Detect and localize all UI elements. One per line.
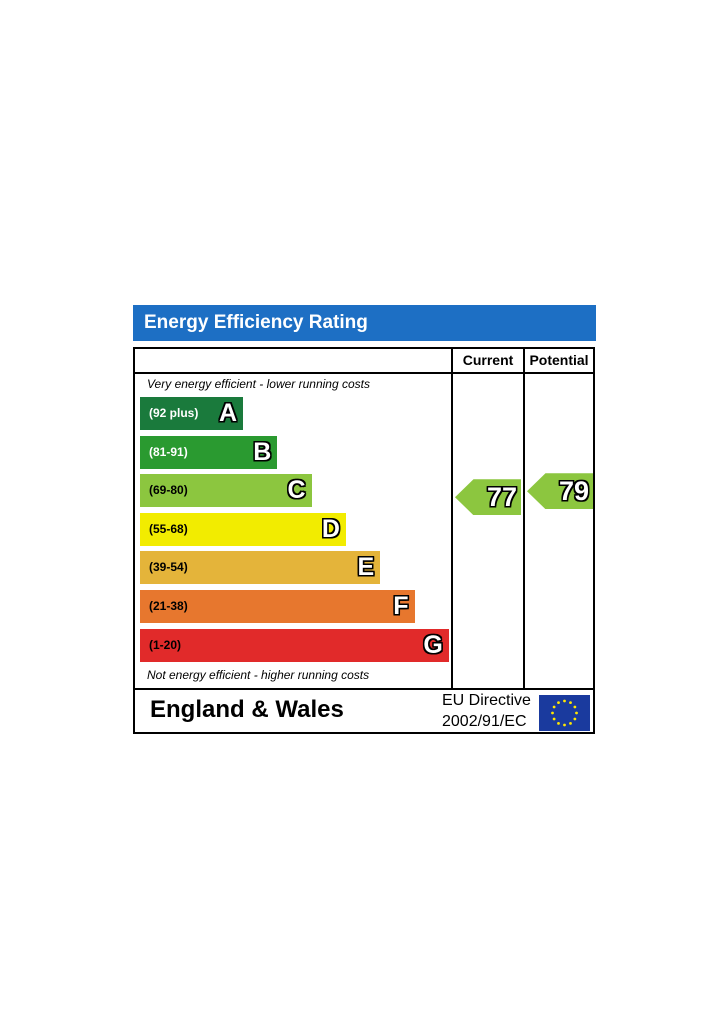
band-letter: E bbox=[357, 553, 375, 582]
band-e: (39-54) E bbox=[140, 551, 381, 585]
band-range-label: (55-68) bbox=[149, 521, 188, 536]
band-letter: D bbox=[321, 514, 340, 543]
band-range-label: (81-91) bbox=[149, 444, 188, 459]
band-a: (92 plus) A bbox=[140, 397, 243, 430]
band-letter: G bbox=[423, 630, 443, 659]
band-g: (1-20) G bbox=[140, 628, 449, 662]
band-d: (55-68) D bbox=[140, 512, 346, 546]
eu-star-icon bbox=[563, 723, 566, 727]
current-rating-value: 77 bbox=[486, 482, 517, 513]
current-column-header: Current bbox=[462, 352, 514, 368]
band-letter: B bbox=[253, 437, 272, 466]
eu-star-icon bbox=[573, 717, 577, 721]
eu-star-icon bbox=[575, 711, 578, 715]
eu-directive: EU Directive 2002/91/EC bbox=[442, 690, 531, 732]
band-letter: C bbox=[287, 476, 306, 505]
band-letter: F bbox=[393, 592, 409, 620]
current-rating-arrow: 77 bbox=[455, 479, 521, 516]
eu-star-icon bbox=[551, 711, 554, 715]
eu-star-icon bbox=[557, 701, 560, 705]
directive-line-2: 2002/91/EC bbox=[442, 713, 527, 730]
band-letter: A bbox=[218, 399, 237, 427]
eu-star-icon bbox=[552, 717, 556, 721]
efficient-note: Very energy efficient - lower running co… bbox=[147, 377, 370, 391]
potential-rating-arrow: 79 bbox=[527, 473, 593, 510]
footer-divider bbox=[135, 688, 593, 690]
inefficient-note: Not energy efficient - higher running co… bbox=[147, 668, 370, 682]
eu-star-icon bbox=[557, 721, 560, 725]
potential-column-divider bbox=[523, 349, 525, 690]
chart-title: Energy Efficiency Rating bbox=[133, 305, 596, 341]
potential-rating-value: 79 bbox=[558, 476, 589, 507]
eu-star-icon bbox=[573, 705, 577, 709]
header-divider bbox=[135, 372, 593, 374]
band-range-label: (69-80) bbox=[149, 483, 188, 498]
directive-line-1: EU Directive bbox=[442, 692, 531, 709]
band-range-label: (92 plus) bbox=[149, 406, 199, 420]
eu-star-icon bbox=[569, 721, 572, 725]
band-c: (69-80) C bbox=[140, 474, 312, 508]
eu-flag-icon bbox=[539, 695, 590, 731]
band-b: (81-91) B bbox=[140, 435, 278, 469]
eu-star-icon bbox=[569, 701, 572, 705]
band-range-label: (39-54) bbox=[149, 560, 188, 575]
potential-column-header: Potential bbox=[529, 352, 589, 368]
eu-star-icon bbox=[552, 705, 556, 709]
band-range-label: (21-38) bbox=[149, 599, 188, 613]
country-label: England & Wales bbox=[150, 696, 344, 723]
band-range-label: (1-20) bbox=[149, 637, 182, 652]
eu-star-icon bbox=[563, 699, 566, 703]
current-column-divider bbox=[451, 349, 453, 690]
band-f: (21-38) F bbox=[140, 590, 415, 623]
rating-table: Current Potential Very energy efficient … bbox=[133, 347, 595, 734]
